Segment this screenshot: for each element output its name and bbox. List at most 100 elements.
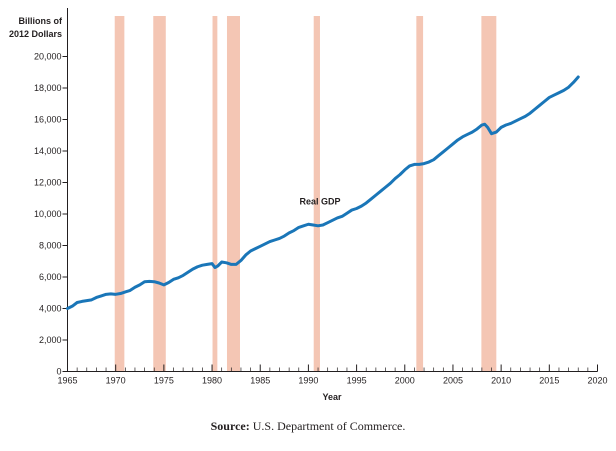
data-point xyxy=(452,143,454,145)
y-tick-label-8000: 8,000 xyxy=(39,241,62,251)
y-tick-label-2000: 2,000 xyxy=(39,335,62,345)
data-point xyxy=(201,264,204,266)
data-point xyxy=(553,94,555,96)
data-point xyxy=(143,281,146,283)
data-point xyxy=(206,263,208,265)
data-point xyxy=(577,76,579,78)
data-point xyxy=(71,305,73,307)
data-point xyxy=(240,259,242,262)
y-tick-label-12000: 12,000 xyxy=(34,178,62,188)
x-tick-label-1985: 1985 xyxy=(250,376,270,386)
source-text: U.S. Department of Commerce. xyxy=(252,419,406,433)
data-point xyxy=(283,235,285,237)
recession-band-4 xyxy=(226,16,240,372)
data-point xyxy=(490,133,493,135)
data-point xyxy=(567,86,570,88)
y-axis-title-line1: Billions of xyxy=(19,16,64,26)
x-tick-label-1995: 1995 xyxy=(347,376,367,386)
source-label: Source: xyxy=(210,419,250,433)
data-point xyxy=(259,245,261,247)
data-point xyxy=(413,163,416,165)
data-point xyxy=(100,295,102,297)
data-point xyxy=(505,124,507,126)
data-point xyxy=(529,112,531,114)
data-point xyxy=(351,209,353,211)
y-tick-label-16000: 16,000 xyxy=(34,115,62,125)
data-point xyxy=(418,163,420,165)
data-point xyxy=(461,136,464,138)
x-tick-label-1965: 1965 xyxy=(57,376,77,386)
data-point xyxy=(572,81,575,84)
data-point xyxy=(471,131,473,133)
data-point xyxy=(484,123,486,125)
data-point xyxy=(514,120,517,122)
data-point xyxy=(312,224,314,226)
data-point xyxy=(278,237,281,240)
data-point xyxy=(548,96,550,99)
data-point xyxy=(124,291,126,293)
data-point xyxy=(105,293,107,295)
source-note: Source: U.S. Department of Commerce. xyxy=(0,419,616,434)
data-point xyxy=(355,207,358,210)
data-point xyxy=(163,284,165,286)
data-point xyxy=(408,165,411,167)
x-ticks: 1965 1970 1975 1980 1985 1990 1995 2000 2005 2010… xyxy=(57,364,608,386)
data-point xyxy=(510,122,512,125)
data-point xyxy=(558,92,560,94)
data-point xyxy=(293,229,295,232)
data-point xyxy=(389,182,391,184)
data-point xyxy=(563,89,565,91)
data-point xyxy=(360,205,363,207)
data-point xyxy=(447,147,449,149)
data-point xyxy=(519,118,522,120)
data-point xyxy=(433,159,435,161)
data-point xyxy=(177,277,179,279)
data-point xyxy=(196,266,199,268)
data-point xyxy=(225,262,228,264)
data-point xyxy=(534,108,536,110)
y-tick-label-4000: 4,000 xyxy=(39,304,62,314)
data-point xyxy=(399,174,401,176)
data-point xyxy=(235,263,237,265)
data-point xyxy=(384,186,387,188)
data-point xyxy=(327,222,329,224)
y-ticks: 0 2,000 4,000 6,000 8,000 10,000 12,000 14,000 1… xyxy=(34,52,68,377)
data-point xyxy=(543,100,546,102)
data-point xyxy=(217,265,219,267)
x-tick-label-2010: 2010 xyxy=(491,376,511,386)
data-point xyxy=(539,104,541,106)
data-point xyxy=(95,296,98,299)
series-line-0 xyxy=(66,75,580,310)
y-tick-label-6000: 6,000 xyxy=(39,272,62,282)
data-point xyxy=(115,293,117,295)
data-point xyxy=(264,243,266,245)
x-tick-label-2020: 2020 xyxy=(587,376,607,386)
data-point xyxy=(307,223,310,225)
recession-band-2 xyxy=(153,16,166,372)
x-tick-label-2000: 2000 xyxy=(395,376,415,386)
data-point xyxy=(365,202,367,204)
data-point xyxy=(254,248,257,250)
data-point xyxy=(524,115,526,117)
recession-band-7 xyxy=(481,16,497,372)
data-point xyxy=(288,232,290,234)
series-layer xyxy=(66,75,580,310)
data-point xyxy=(148,280,151,283)
data-point xyxy=(302,225,305,227)
x-tick-label-1980: 1980 xyxy=(202,376,222,386)
data-point xyxy=(437,155,440,157)
data-point xyxy=(221,261,223,263)
data-point xyxy=(298,226,300,228)
data-point xyxy=(346,212,348,214)
y-tick-label-0: 0 xyxy=(56,367,61,377)
data-point xyxy=(129,289,131,291)
x-tick-label-1970: 1970 xyxy=(106,376,126,386)
data-point xyxy=(423,163,425,165)
data-point xyxy=(375,194,377,196)
data-point xyxy=(86,300,88,302)
data-point xyxy=(322,224,324,226)
data-point xyxy=(457,139,459,141)
data-point xyxy=(476,128,478,130)
data-point xyxy=(442,151,444,153)
data-point xyxy=(182,274,184,277)
